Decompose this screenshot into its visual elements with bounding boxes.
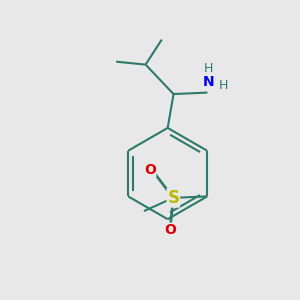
Text: O: O xyxy=(164,223,176,237)
Text: N: N xyxy=(203,75,215,89)
Text: H: H xyxy=(219,79,228,92)
Text: O: O xyxy=(144,163,156,177)
Text: H: H xyxy=(204,62,214,75)
Text: S: S xyxy=(167,189,179,207)
